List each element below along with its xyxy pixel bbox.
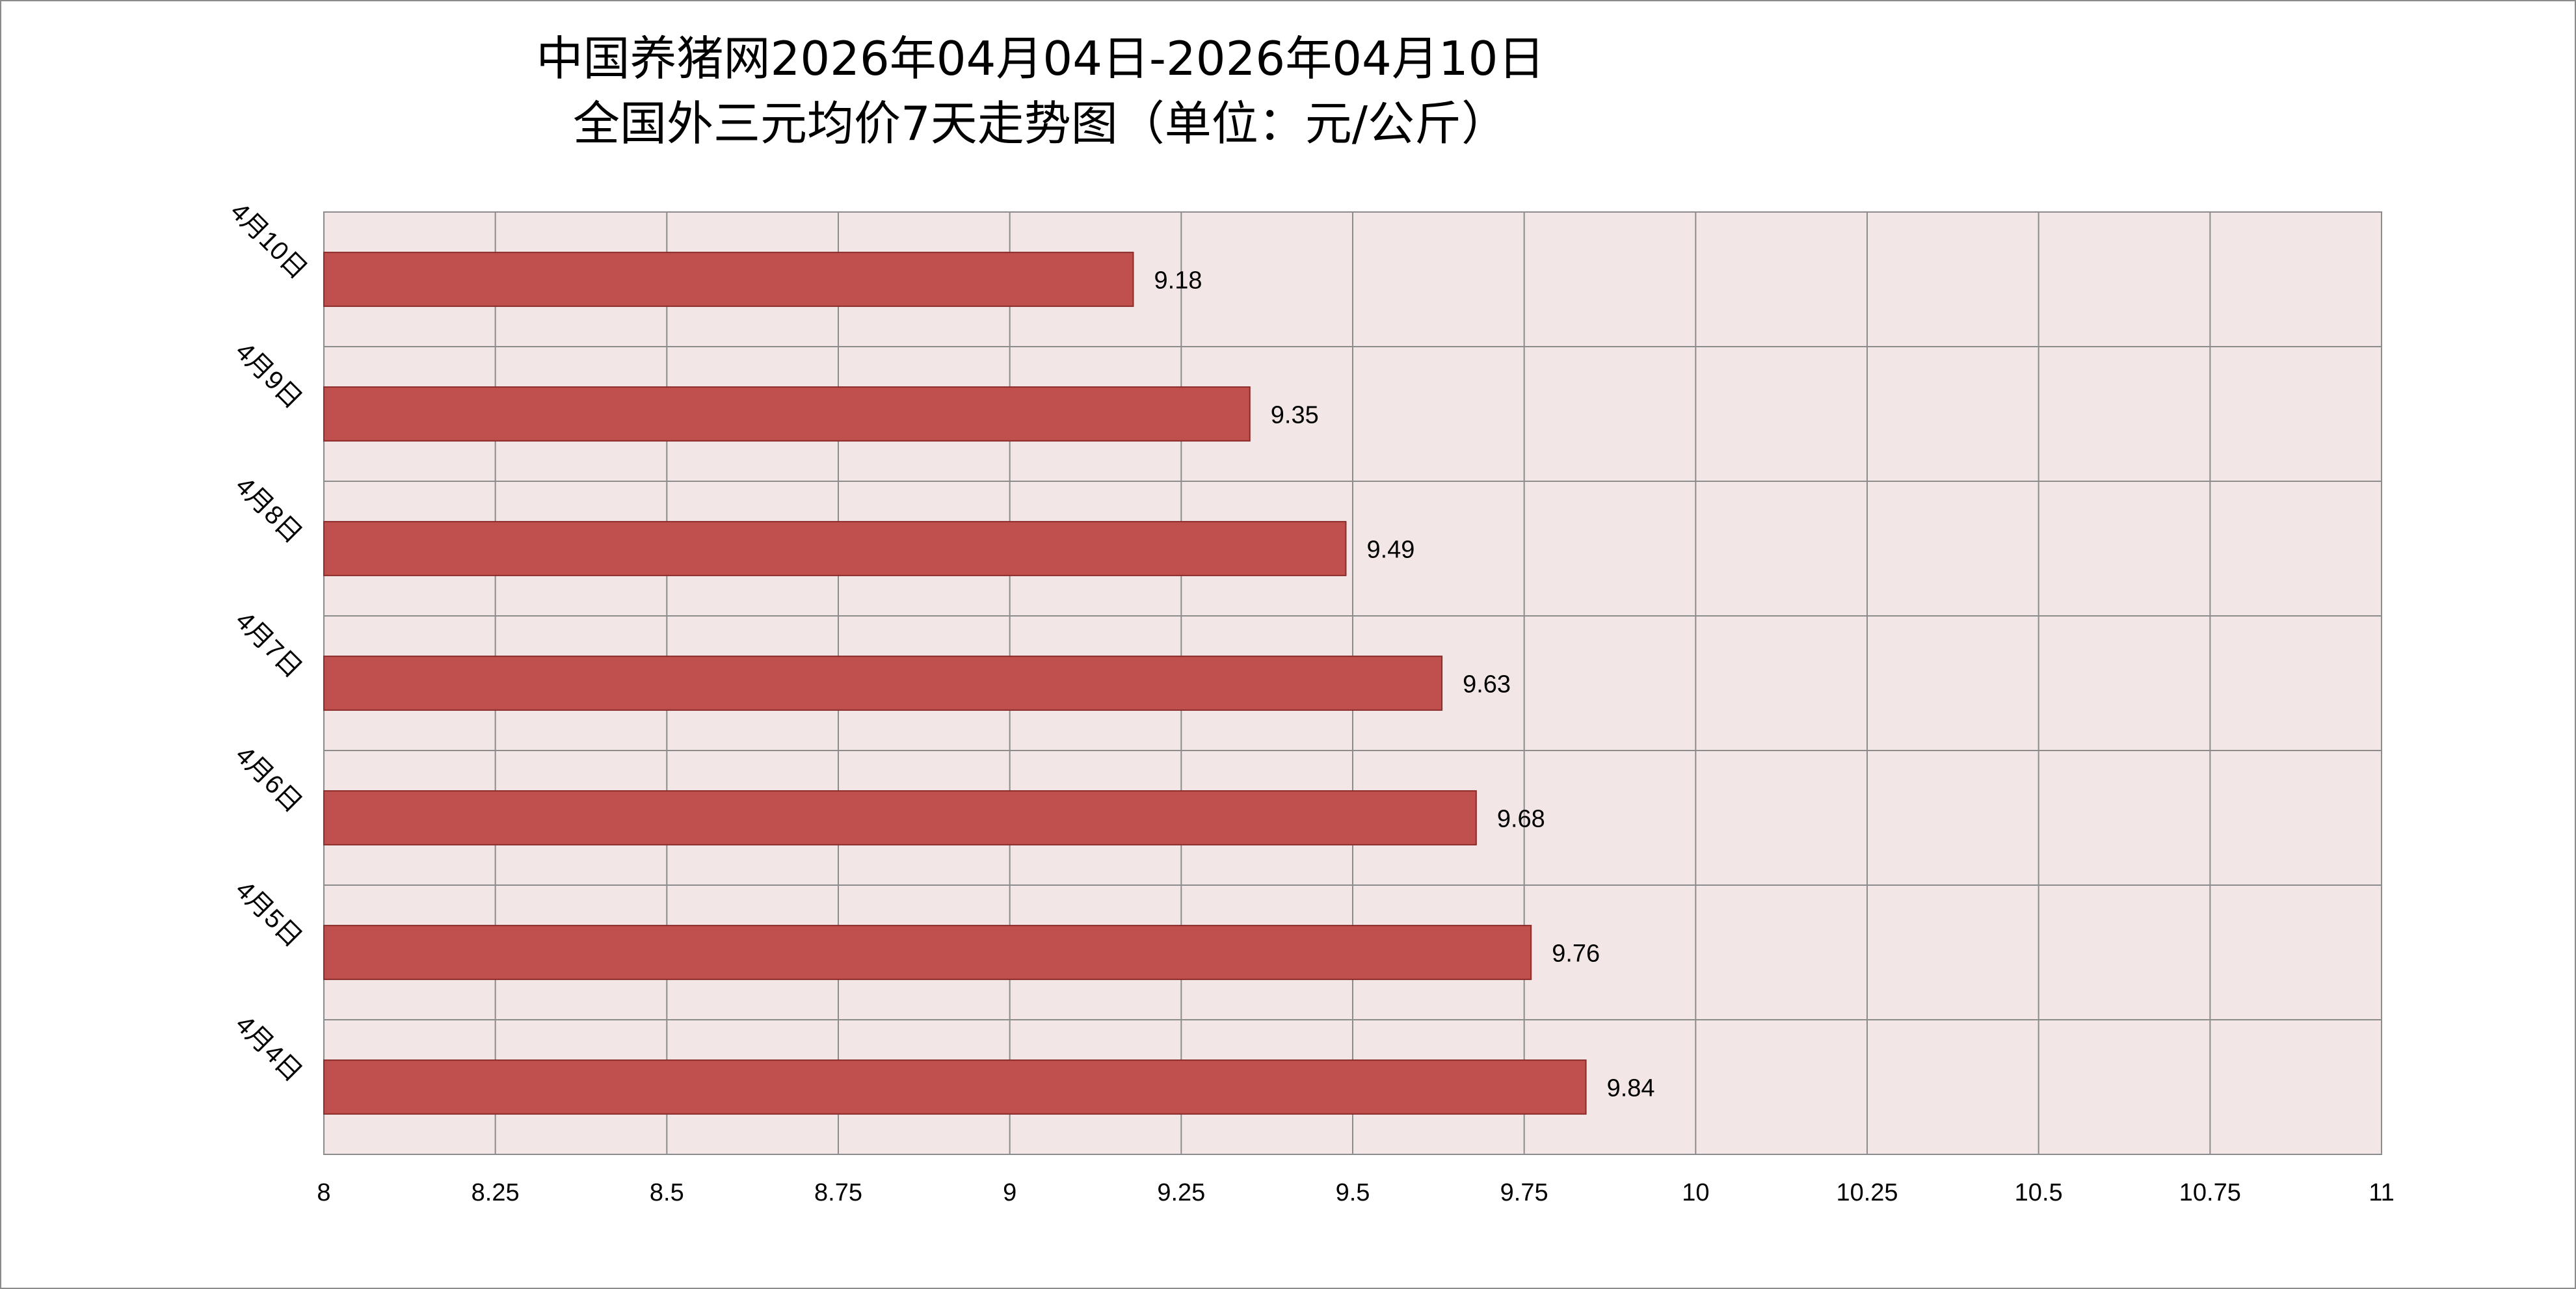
- data-label: 9.76: [1552, 940, 1600, 968]
- x-tick-label: 9.25: [1157, 1179, 1205, 1206]
- x-tick-label: 8: [317, 1179, 330, 1206]
- chart-title: 中国养猪网2026年04月04日-2026年04月10日: [536, 31, 1545, 86]
- data-label: 9.49: [1366, 537, 1414, 564]
- bar: [323, 386, 1251, 442]
- x-tick-label: 11: [2369, 1179, 2394, 1206]
- x-tick-label: 8.75: [814, 1179, 862, 1206]
- x-tick-label: 10: [1682, 1179, 1709, 1206]
- data-label: 9.63: [1463, 671, 1511, 698]
- x-tick-label: 8.5: [650, 1179, 684, 1206]
- y-tick-label: 4月8日: [230, 472, 308, 549]
- x-tick-label: 9.5: [1336, 1179, 1370, 1206]
- y-tick-label: 4月6日: [230, 741, 308, 818]
- x-tick-label: 10.5: [2015, 1179, 2063, 1206]
- bar: [323, 925, 1532, 980]
- x-tick-label: 9.75: [1500, 1179, 1548, 1206]
- bar: [323, 521, 1347, 576]
- x-tick-label: 8.25: [471, 1179, 520, 1206]
- bar: [323, 252, 1134, 307]
- x-tick-label: 10.75: [2179, 1179, 2241, 1206]
- y-tick-label: 4月9日: [230, 337, 308, 414]
- bar: [323, 1059, 1587, 1115]
- x-tick-label: 10.25: [1836, 1179, 1898, 1206]
- data-label: 9.18: [1154, 267, 1202, 295]
- y-tick-label: 4月10日: [225, 197, 313, 285]
- y-tick-label: 4月5日: [230, 875, 308, 953]
- bar: [323, 790, 1477, 845]
- data-label: 9.68: [1497, 806, 1545, 833]
- y-tick-label: 4月4日: [230, 1010, 308, 1087]
- data-label: 9.84: [1607, 1075, 1655, 1102]
- chart-subtitle: 全国外三元均价7天走势图（单位：元/公斤）: [572, 96, 1509, 151]
- chart-title-block: 中国养猪网2026年04月04日-2026年04月10日 全国外三元均价7天走势…: [0, 26, 2081, 156]
- data-label: 9.35: [1271, 402, 1319, 429]
- y-tick-label: 4月7日: [230, 606, 308, 684]
- bar: [323, 656, 1443, 711]
- x-tick-label: 9: [1003, 1179, 1016, 1206]
